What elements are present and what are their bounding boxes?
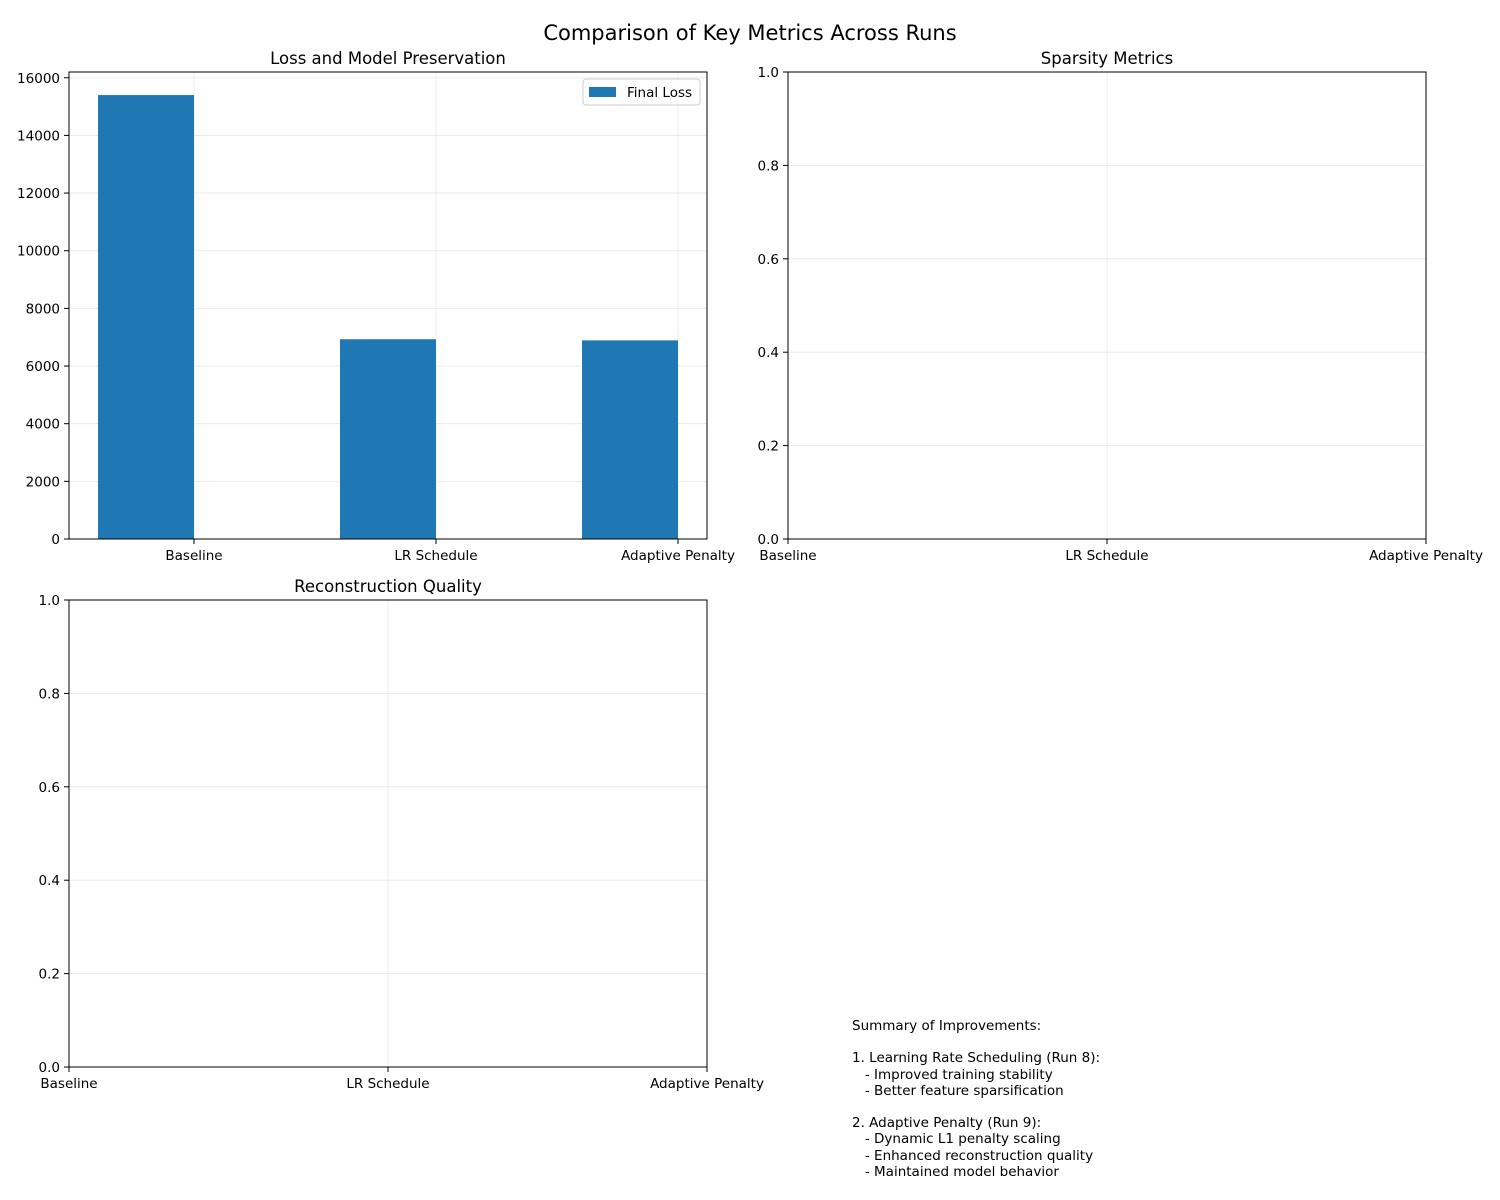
y-tick-label: 0.8 — [758, 158, 779, 174]
bar-adaptive-penalty — [582, 340, 678, 539]
chart-title: Sparsity Metrics — [1041, 49, 1173, 68]
x-tick-label: LR Schedule — [1065, 548, 1148, 564]
figure-title: Comparison of Key Metrics Across Runs — [543, 21, 956, 45]
chart-loss: 0 2000 4000 6000 8000 10000 12000 14000 16000 Bas… — [17, 49, 735, 564]
y-tick-label: 0.2 — [758, 439, 779, 455]
chart-reconstruction: 0.0 0.2 0.4 0.6 0.8 1.0 Baseline LR Schedule Ada… — [39, 577, 764, 1092]
y-tick-label: 0.2 — [39, 967, 60, 983]
legend: Final Loss — [582, 78, 701, 106]
y-tick-label: 0.4 — [758, 345, 779, 361]
y-tick-label: 12000 — [17, 186, 60, 202]
x-tick-label: Adaptive Penalty — [621, 548, 735, 564]
x-tick-label: LR Schedule — [346, 1076, 429, 1092]
y-tick-label: 4000 — [26, 417, 60, 433]
y-tick-label: 0.0 — [758, 532, 779, 548]
y-tick-label: 0.6 — [39, 780, 60, 796]
x-tick-label: Baseline — [165, 548, 222, 564]
legend-box — [582, 78, 701, 106]
y-tick-label: 10000 — [17, 244, 60, 260]
y-tick-label: 0.8 — [39, 686, 60, 702]
legend-label: Final Loss — [627, 85, 692, 101]
y-tick-label: 6000 — [26, 359, 60, 375]
x-tick-label: Baseline — [40, 1076, 97, 1092]
x-tick-label: Baseline — [759, 548, 816, 564]
y-tick-label: 0.0 — [39, 1060, 60, 1076]
y-tick-label: 2000 — [26, 474, 60, 490]
x-tick-label: LR Schedule — [394, 548, 477, 564]
x-tick-label: Adaptive Penalty — [650, 1076, 764, 1092]
y-tick-label: 1.0 — [39, 593, 60, 609]
axes-frame — [68, 71, 708, 540]
y-tick-label: 14000 — [17, 128, 60, 144]
y-tick-label: 16000 — [17, 71, 60, 87]
chart-title: Loss and Model Preservation — [270, 49, 506, 68]
y-tick-label: 1.0 — [758, 65, 779, 81]
y-tick-label: 8000 — [26, 301, 60, 317]
y-tick-label: 0.4 — [39, 873, 60, 889]
x-tick-label: Adaptive Penalty — [1369, 548, 1483, 564]
legend-swatch — [589, 87, 616, 97]
chart-sparsity: 0.0 0.2 0.4 0.6 0.8 1.0 Baseline LR Schedule Ada… — [758, 49, 1483, 564]
bar-baseline — [98, 95, 194, 539]
y-tick-label: 0 — [51, 532, 60, 548]
bar-lr-schedule — [340, 339, 436, 539]
chart-title: Reconstruction Quality — [294, 577, 482, 596]
summary-text: Summary of Improvements: 1. Learning Rat… — [852, 1018, 1101, 1180]
y-tick-label: 0.6 — [758, 252, 779, 268]
